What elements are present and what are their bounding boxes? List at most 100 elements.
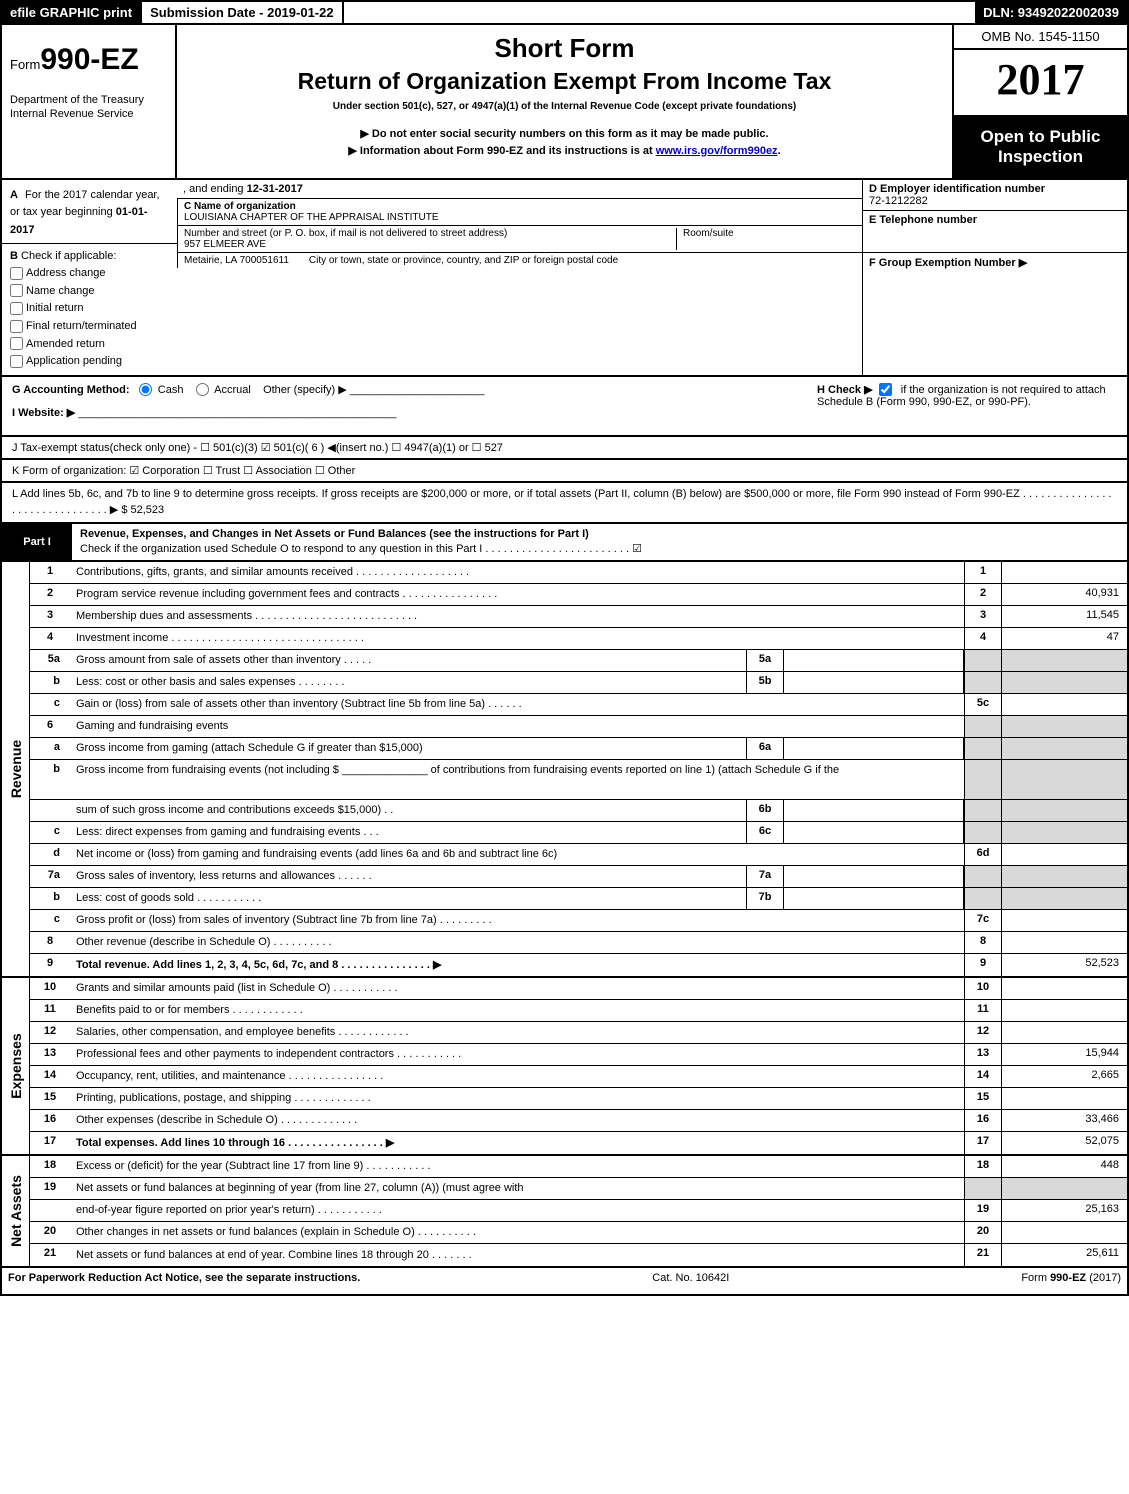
- efile-print-button[interactable]: efile GRAPHIC print: [2, 2, 140, 23]
- line-20-num: 20: [30, 1222, 70, 1243]
- main-title: Return of Organization Exempt From Incom…: [185, 68, 944, 95]
- dln-number: DLN: 93492022002039: [975, 2, 1127, 23]
- line-5b-rnum: [964, 672, 1002, 693]
- under-section: Under section 501(c), 527, or 4947(a)(1)…: [185, 101, 944, 112]
- line-16-val: 33,466: [1002, 1110, 1127, 1131]
- line-a: A For the 2017 calendar year, or tax yea…: [2, 184, 177, 244]
- line-16-num: 16: [30, 1110, 70, 1131]
- check-name-change[interactable]: [10, 284, 23, 297]
- line-3-rnum: 3: [964, 606, 1002, 627]
- line-12-rnum: 12: [964, 1022, 1002, 1043]
- line-7a-mnum: 7a: [746, 866, 784, 887]
- part-i-title: Revenue, Expenses, and Changes in Net As…: [80, 528, 589, 540]
- form-header: Form990-EZ Department of the Treasury In…: [0, 23, 1129, 180]
- line-20-rnum: 20: [964, 1222, 1002, 1243]
- line-5a-num: 5a: [30, 650, 70, 671]
- note-1: ▶ Do not enter social security numbers o…: [185, 126, 944, 143]
- line-6b-text1: Gross income from fundraising events (no…: [70, 760, 964, 799]
- g-accrual: Accrual: [214, 384, 251, 396]
- row-l: L Add lines 5b, 6c, and 7b to line 9 to …: [0, 483, 1129, 524]
- radio-accrual[interactable]: [196, 383, 209, 396]
- g-cash: Cash: [158, 384, 184, 396]
- note-2: ▶ Information about Form 990-EZ and its …: [185, 143, 944, 160]
- line-7a-val: [1002, 866, 1127, 887]
- line-5c-rnum: 5c: [964, 694, 1002, 715]
- line-6b-1: b Gross income from fundraising events (…: [30, 760, 1127, 800]
- radio-cash[interactable]: [139, 383, 152, 396]
- line-17-text: Total expenses. Add lines 10 through 16 …: [70, 1132, 964, 1154]
- line-7a-num: 7a: [30, 866, 70, 887]
- line-7c: c Gross profit or (loss) from sales of i…: [30, 910, 1127, 932]
- line-11-num: 11: [30, 1000, 70, 1021]
- check-amended-return[interactable]: [10, 337, 23, 350]
- opt-amended-return: Amended return: [26, 338, 105, 350]
- line-10: 10 Grants and similar amounts paid (list…: [30, 978, 1127, 1000]
- revenue-label: Revenue: [8, 740, 24, 798]
- check-final-return[interactable]: [10, 320, 23, 333]
- line-19-num: 19: [30, 1178, 70, 1199]
- line-6d-text: Net income or (loss) from gaming and fun…: [70, 844, 964, 865]
- check-application-pending[interactable]: [10, 355, 23, 368]
- line-3-num: 3: [30, 606, 70, 627]
- line-18-rnum: 18: [964, 1156, 1002, 1177]
- d-value: 72-1212282: [869, 195, 928, 207]
- line-19-rnum: 19: [964, 1200, 1002, 1221]
- line-21: 21 Net assets or fund balances at end of…: [30, 1244, 1127, 1266]
- line-14-rnum: 14: [964, 1066, 1002, 1087]
- check-initial-return[interactable]: [10, 302, 23, 315]
- header-left-col: Form990-EZ Department of the Treasury In…: [2, 25, 177, 178]
- part-i-desc: Revenue, Expenses, and Changes in Net As…: [72, 524, 1127, 560]
- i-website-label: I Website: ▶: [12, 407, 75, 419]
- line-a-end: , and ending 12-31-2017: [177, 180, 862, 199]
- c-street-box: Number and street (or P. O. box, if mail…: [177, 226, 862, 253]
- line-6a-mval: [784, 738, 964, 759]
- line-16: 16 Other expenses (describe in Schedule …: [30, 1110, 1127, 1132]
- row-j: J Tax-exempt status(check only one) - ☐ …: [0, 437, 1129, 460]
- line-7b-rnum: [964, 888, 1002, 909]
- line-21-rnum: 21: [964, 1244, 1002, 1266]
- line-1-rnum: 1: [964, 562, 1002, 583]
- line-5b-val: [1002, 672, 1127, 693]
- line-11-text: Benefits paid to or for members . . . . …: [70, 1000, 964, 1021]
- line-12-text: Salaries, other compensation, and employ…: [70, 1022, 964, 1043]
- c-city-value: Metairie, LA 700051611: [184, 255, 289, 266]
- form-prefix: Form: [10, 57, 40, 72]
- line-6d-val: [1002, 844, 1127, 865]
- footer-right-post: (2017): [1086, 1272, 1121, 1284]
- line-5b-mval: [784, 672, 964, 693]
- line-3: 3 Membership dues and assessments . . . …: [30, 606, 1127, 628]
- revenue-section: Revenue 1 Contributions, gifts, grants, …: [0, 562, 1129, 978]
- line-6b2-val: [1002, 800, 1127, 821]
- line-13-num: 13: [30, 1044, 70, 1065]
- revenue-strip: Revenue: [2, 562, 30, 976]
- line-4-num: 4: [30, 628, 70, 649]
- revenue-lines: 1 Contributions, gifts, grants, and simi…: [30, 562, 1127, 976]
- page-footer: For Paperwork Reduction Act Notice, see …: [0, 1268, 1129, 1296]
- line-17: 17 Total expenses. Add lines 10 through …: [30, 1132, 1127, 1154]
- opt-final-return: Final return/terminated: [26, 320, 137, 332]
- c-room-label: Room/suite: [683, 228, 856, 239]
- irs-link[interactable]: www.irs.gov/form990ez: [656, 145, 778, 157]
- line-6a-num: a: [30, 738, 70, 759]
- line-6-val: [1002, 716, 1127, 737]
- d-ein: D Employer identification number 72-1212…: [863, 180, 1127, 211]
- c-street-value: 957 ELMEER AVE: [184, 239, 676, 250]
- check-address-change[interactable]: [10, 267, 23, 280]
- line-10-text: Grants and similar amounts paid (list in…: [70, 978, 964, 999]
- line-6b-mnum: 6b: [746, 800, 784, 821]
- line-2-rnum: 2: [964, 584, 1002, 605]
- form-number-text: 990-EZ: [40, 43, 138, 76]
- g-other: Other (specify) ▶: [263, 384, 347, 396]
- line-3-text: Membership dues and assessments . . . . …: [70, 606, 964, 627]
- line-15-num: 15: [30, 1088, 70, 1109]
- line-8-text: Other revenue (describe in Schedule O) .…: [70, 932, 964, 953]
- line-6b-mval: [784, 800, 964, 821]
- line-1-text: Contributions, gifts, grants, and simila…: [70, 562, 964, 583]
- check-h[interactable]: [879, 383, 892, 396]
- line-6b-text2: sum of such gross income and contributio…: [70, 800, 746, 821]
- line-8-num: 8: [30, 932, 70, 953]
- line-17-num: 17: [30, 1132, 70, 1154]
- top-bar-left: efile GRAPHIC print Submission Date - 20…: [2, 2, 344, 23]
- b-label: Check if applicable:: [21, 250, 116, 262]
- line-6b-2: sum of such gross income and contributio…: [30, 800, 1127, 822]
